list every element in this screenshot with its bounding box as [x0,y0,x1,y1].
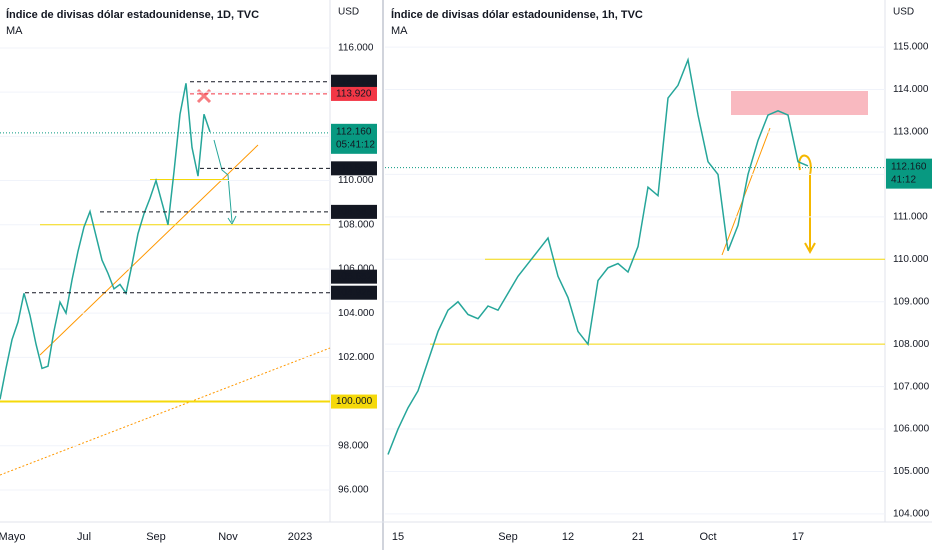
x-tick-label: Jul [77,531,91,543]
y-tick-label: 108.000 [338,219,375,230]
y-tick-label: 116.000 [338,43,374,54]
trendline [721,127,771,256]
price-label: 114.472 [336,76,372,87]
trendline [0,347,331,476]
axis-unit: USD [338,7,359,18]
y-tick-label: 104.000 [893,509,930,520]
y-tick-label: 107.000 [893,381,930,392]
chart-title: Índice de divisas dólar estadounidense, … [6,8,259,21]
x-tick-label: 2023 [288,531,312,543]
y-tick-label: 109.000 [893,296,930,307]
price-label-box [331,204,377,219]
y-tick-label: 105.000 [893,466,930,477]
y-tick-label: 111.000 [893,212,928,223]
price-label: 113.920 [336,89,372,100]
price-line [0,83,211,400]
price-label: 105.652 [336,271,373,282]
indicator-label: MA [391,25,408,37]
x-tick-label: Sep [146,531,166,543]
last-price-box [886,158,932,189]
x-tick-label: 21 [632,531,644,543]
indicator-label: MA [6,25,23,37]
last-price-box [331,123,377,154]
x-tick-label: Oct [699,531,716,543]
last-price-label: 112.160 [891,161,927,172]
y-tick-label: 98.000 [338,440,369,451]
y-tick-label: 108.000 [893,339,930,350]
x-tick-label: 15 [392,531,404,543]
y-tick-label: 115.000 [893,42,929,53]
price-label: 108.583 [336,207,373,218]
last-price-label: 112.160 [336,126,372,137]
countdown: 41:12 [891,174,916,185]
y-tick-label: 114.000 [893,84,929,95]
y-tick-label: 106.000 [338,264,375,275]
price-label-box [331,269,377,284]
y-tick-label: 110.000 [338,175,374,186]
arrow [798,154,812,250]
x-tick-label: 17 [792,531,804,543]
price-label-box [331,161,377,176]
y-tick-label: 106.000 [893,424,930,435]
arrow-head [804,242,816,255]
x-tick-label: 12 [562,531,574,543]
price-label-box [331,74,377,89]
price-line [387,57,809,455]
y-tick-label: 104.000 [338,308,375,319]
countdown: 05:41:12 [336,139,375,150]
arrow-head [227,215,237,225]
chart-title: Índice de divisas dólar estadounidense, … [391,8,643,21]
arrow [213,139,233,223]
price-label: 100.000 [336,396,373,407]
price-label-box [331,394,377,409]
zone [731,91,868,115]
x-tick-label: Nov [218,531,238,543]
y-tick-label: 102.000 [338,352,375,363]
axis-unit: USD [893,7,914,18]
price-label-box [331,285,377,300]
price-label: 110.553 [336,163,372,174]
x-tick-label: Sep [498,531,518,543]
y-tick-label: 113.000 [893,127,929,138]
price-label: 104.925 [336,287,373,298]
y-tick-label: 96.000 [338,485,369,496]
x-tick-label: Mayo [0,531,25,543]
price-label-box [331,86,377,101]
y-tick-label: 110.000 [893,254,929,265]
